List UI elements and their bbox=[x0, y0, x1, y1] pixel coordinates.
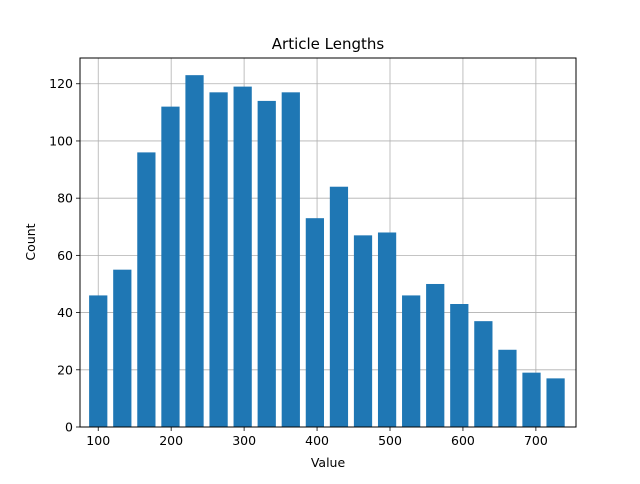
chart-title: Article Lengths bbox=[272, 35, 385, 53]
x-tick-label: 700 bbox=[524, 433, 548, 448]
bar bbox=[474, 321, 493, 427]
bar bbox=[233, 86, 252, 428]
y-tick-label: 100 bbox=[49, 133, 73, 148]
bar bbox=[353, 235, 373, 427]
bar bbox=[546, 378, 565, 427]
bar bbox=[113, 269, 132, 427]
bar bbox=[305, 218, 324, 427]
x-tick-label: 600 bbox=[451, 433, 475, 448]
plot-frame bbox=[79, 57, 577, 428]
x-tick-label: 500 bbox=[378, 433, 402, 448]
x-axis-label: Value bbox=[311, 455, 346, 470]
y-tick-label: 80 bbox=[57, 191, 73, 206]
x-tick-label: 100 bbox=[86, 433, 110, 448]
x-tick-label: 400 bbox=[305, 433, 329, 448]
bar bbox=[89, 295, 108, 427]
bars bbox=[89, 75, 565, 428]
bar bbox=[281, 92, 300, 427]
bar bbox=[209, 92, 228, 427]
bar bbox=[498, 349, 517, 427]
y-tick-label: 120 bbox=[49, 76, 73, 91]
bar bbox=[185, 75, 204, 428]
y-tick-label: 40 bbox=[57, 305, 73, 320]
bar bbox=[257, 100, 276, 427]
y-tick-label: 60 bbox=[57, 248, 73, 263]
bar bbox=[522, 372, 541, 427]
bar bbox=[161, 106, 180, 428]
x-axis-ticks: 100 200 300 400 500 600 700 bbox=[86, 427, 548, 448]
bar bbox=[450, 304, 469, 427]
y-tick-label: 20 bbox=[57, 362, 73, 377]
bar bbox=[137, 152, 156, 427]
y-axis-label: Count bbox=[23, 223, 38, 260]
x-tick-label: 200 bbox=[159, 433, 183, 448]
y-tick-label: 0 bbox=[65, 420, 73, 435]
bar bbox=[426, 283, 445, 427]
x-tick-label: 300 bbox=[232, 433, 256, 448]
bar bbox=[402, 295, 421, 427]
bar bbox=[329, 186, 349, 427]
y-axis-ticks: 0 20 40 60 80 100 120 bbox=[49, 76, 80, 435]
bar bbox=[377, 232, 397, 427]
